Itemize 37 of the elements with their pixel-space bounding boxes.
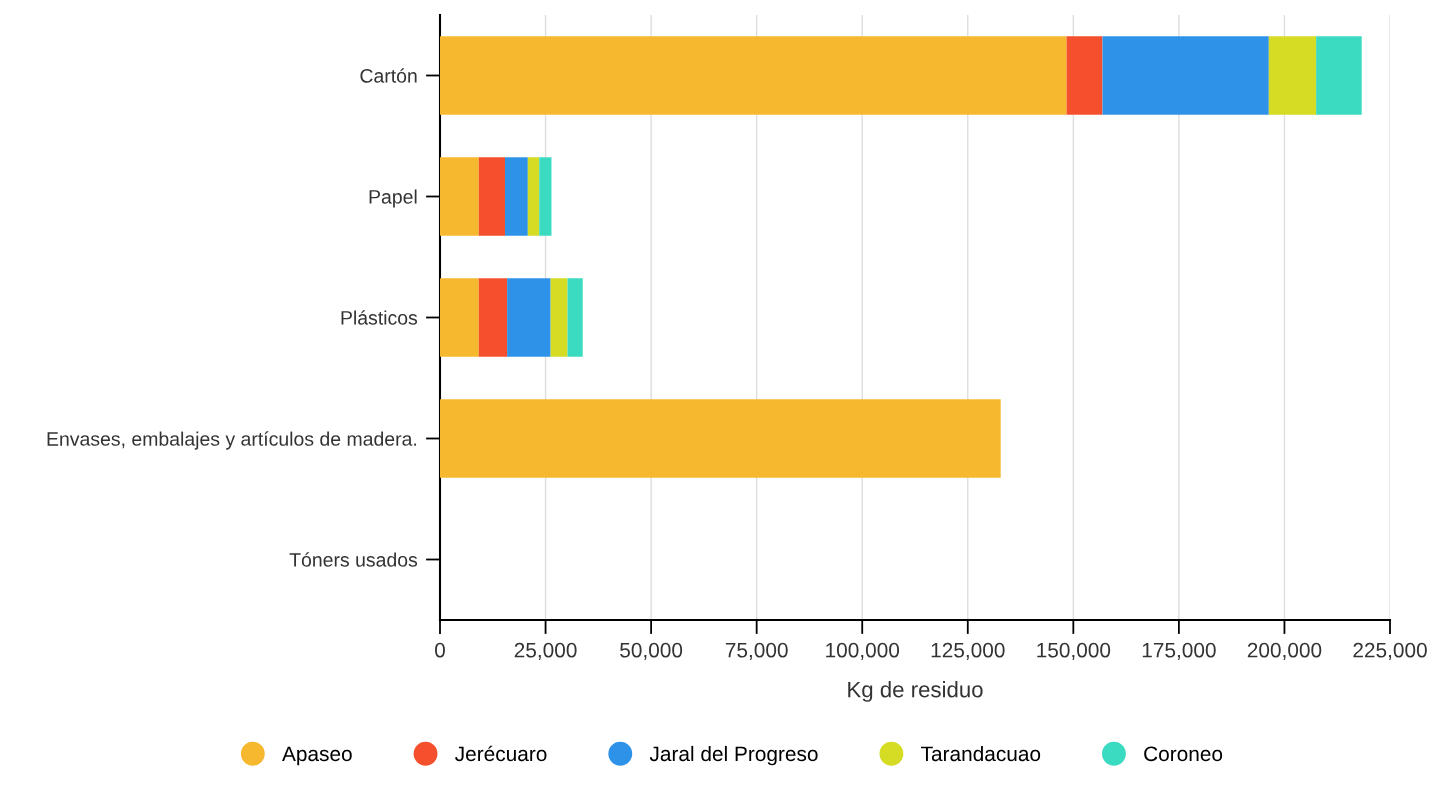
x-tick-label: 50,000 xyxy=(620,642,683,660)
x-tick-label: 150,000 xyxy=(1037,642,1111,660)
y-tick-label: Cartón xyxy=(360,68,417,83)
x-tick-label: 200,000 xyxy=(1247,642,1322,660)
bar xyxy=(567,278,583,357)
legend-label: Tarandacuao xyxy=(921,745,1041,762)
x-tick-label: 25,000 xyxy=(514,642,577,660)
bar xyxy=(440,399,1001,478)
bar xyxy=(507,278,551,357)
bar xyxy=(478,278,508,357)
bar xyxy=(440,36,1067,115)
legend-label: Jerécuaro xyxy=(455,745,547,762)
x-tick-label: 75,000 xyxy=(725,642,788,660)
bar xyxy=(440,157,479,236)
y-tick-label: Tóners usados xyxy=(289,552,418,567)
legend-label: Coroneo xyxy=(1144,746,1223,762)
y-tick-label: Plásticos xyxy=(341,310,418,325)
bar xyxy=(539,157,552,236)
bar xyxy=(478,157,506,236)
x-tick-label: 100,000 xyxy=(826,642,900,660)
legend-label: Apaseo xyxy=(282,746,352,766)
bar xyxy=(1066,36,1103,115)
x-tick-label: 125,000 xyxy=(931,642,1005,660)
bar xyxy=(1102,36,1269,115)
bar xyxy=(1268,36,1317,115)
bar xyxy=(1316,36,1362,115)
x-axis-title: Kg de residuo xyxy=(848,681,983,702)
y-tick-label: Papel xyxy=(369,189,417,208)
bar xyxy=(505,157,528,236)
legend-label: Jaral del Progreso xyxy=(649,745,818,766)
bar xyxy=(527,157,540,236)
x-tick-label: 175,000 xyxy=(1142,642,1216,660)
x-tick-label: 0 xyxy=(435,642,445,658)
bar xyxy=(440,278,479,357)
y-tick-label: Envases, embalajes y artículos de madera. xyxy=(47,431,417,450)
x-tick-label: 225,000 xyxy=(1353,642,1427,660)
bar xyxy=(550,278,568,357)
